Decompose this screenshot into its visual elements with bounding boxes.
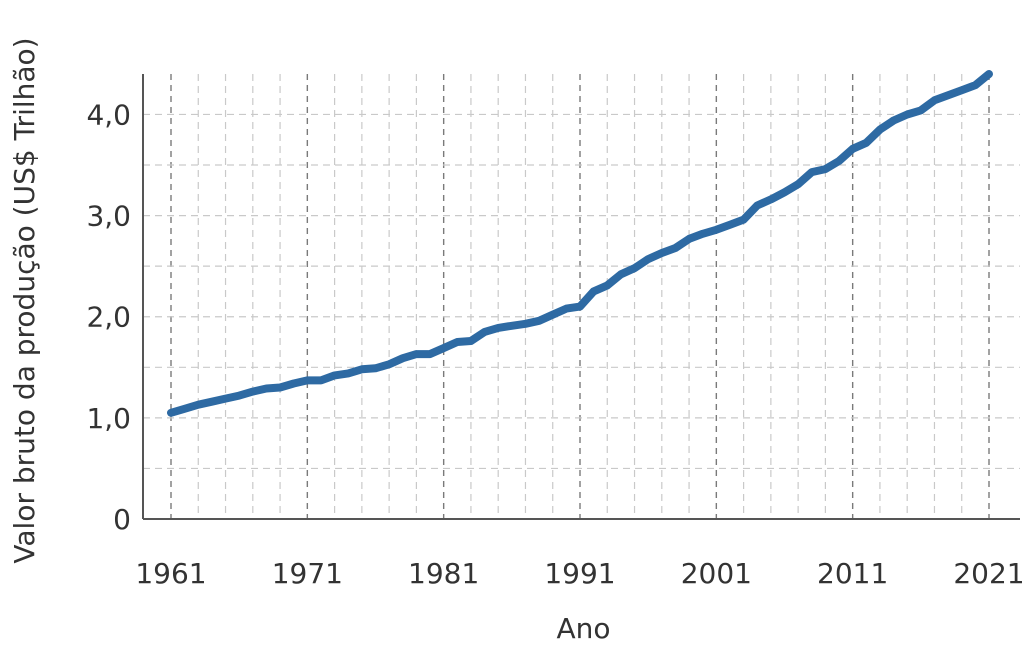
y-tick-label: 2,0 [86, 301, 131, 334]
x-tick-label: 2011 [817, 557, 888, 590]
y-axis-title: Valor bruto da produção (US$ Trilhão) [8, 37, 41, 563]
y-tick-label: 0 [113, 503, 131, 536]
tick-labels: 1961 1971 1981 1991 2001 2011 2021 0 1,0 2,0 3,0 4,… [86, 98, 1024, 590]
x-tick-label: 1981 [408, 557, 479, 590]
series-line [167, 70, 993, 417]
y-tick-label: 3,0 [86, 200, 131, 233]
series-layer [167, 70, 993, 417]
grid [143, 74, 1020, 519]
y-tick-label: 1,0 [86, 402, 131, 435]
x-tick-label: 1991 [544, 557, 615, 590]
x-tick-label: 1961 [135, 557, 206, 590]
x-axis-title: Ano [556, 612, 610, 645]
axes [142, 74, 1020, 520]
x-tick-label: 2021 [953, 557, 1024, 590]
x-tick-label: 1971 [272, 557, 343, 590]
x-tick-label: 2001 [681, 557, 752, 590]
y-tick-label: 4,0 [86, 98, 131, 131]
